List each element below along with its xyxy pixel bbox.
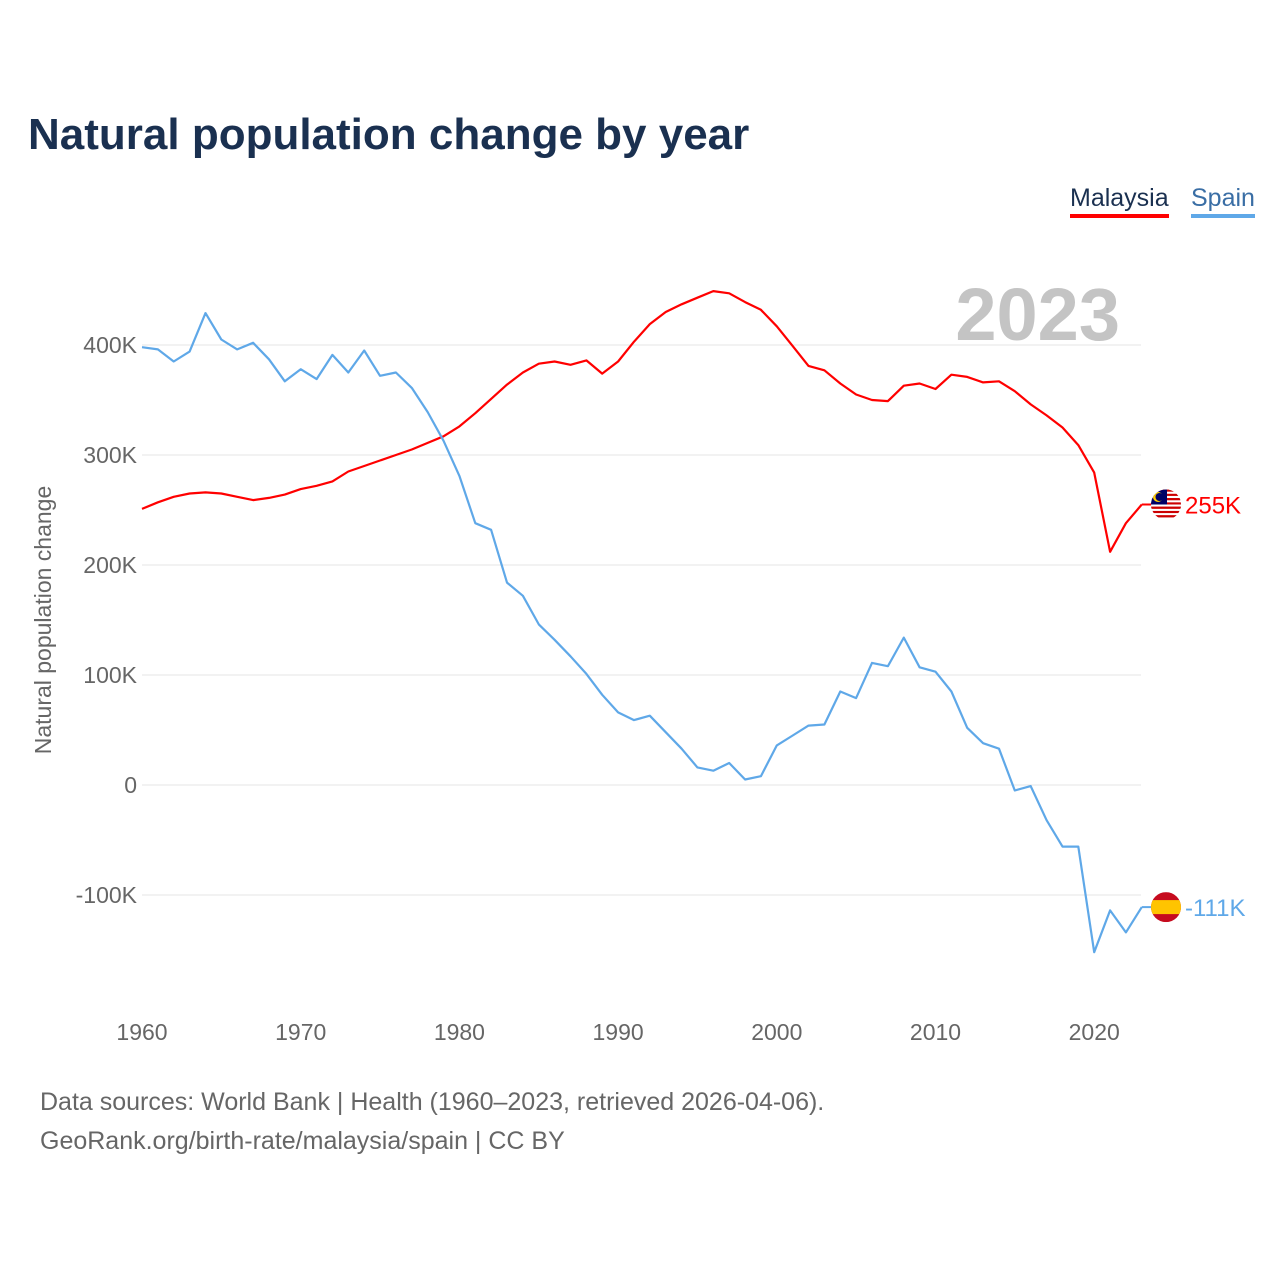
series-line-malaysia [141,290,1143,553]
y-tick-label: 400K [83,332,137,358]
y-tick-label: 0 [124,772,137,798]
end-value-label: 255K [1185,493,1241,520]
x-tick-label: 1960 [116,1019,167,1045]
source-text: Data sources: World Bank | Health (1960–… [40,1088,825,1116]
y-tick-label: 100K [83,662,137,688]
end-value-label: -111K [1185,895,1245,922]
y-tick-label: 200K [83,552,137,578]
x-tick-label: 1970 [275,1019,326,1045]
x-tick-label: 2010 [910,1019,961,1045]
y-tick-label: -100K [76,882,138,908]
y-axis-label: Natural population change [30,486,56,755]
spain-flag-icon [1151,892,1181,923]
y-tick-label: 300K [83,442,137,468]
x-tick-label: 2020 [1069,1019,1120,1045]
year-label: 2023 [955,273,1120,356]
x-tick-label: 1980 [434,1019,485,1045]
legend-spain[interactable]: Spain [1191,184,1255,218]
x-tick-label: 2000 [751,1019,802,1045]
malaysia-flag-icon [1151,489,1181,520]
x-tick-label: 1990 [593,1019,644,1045]
series-line-spain [141,312,1143,954]
chart-title: Natural population change by year [28,110,750,159]
legend-malaysia[interactable]: Malaysia [1070,184,1169,218]
source-url[interactable]: GeoRank.org/birth-rate/malaysia/spain | … [40,1127,565,1155]
